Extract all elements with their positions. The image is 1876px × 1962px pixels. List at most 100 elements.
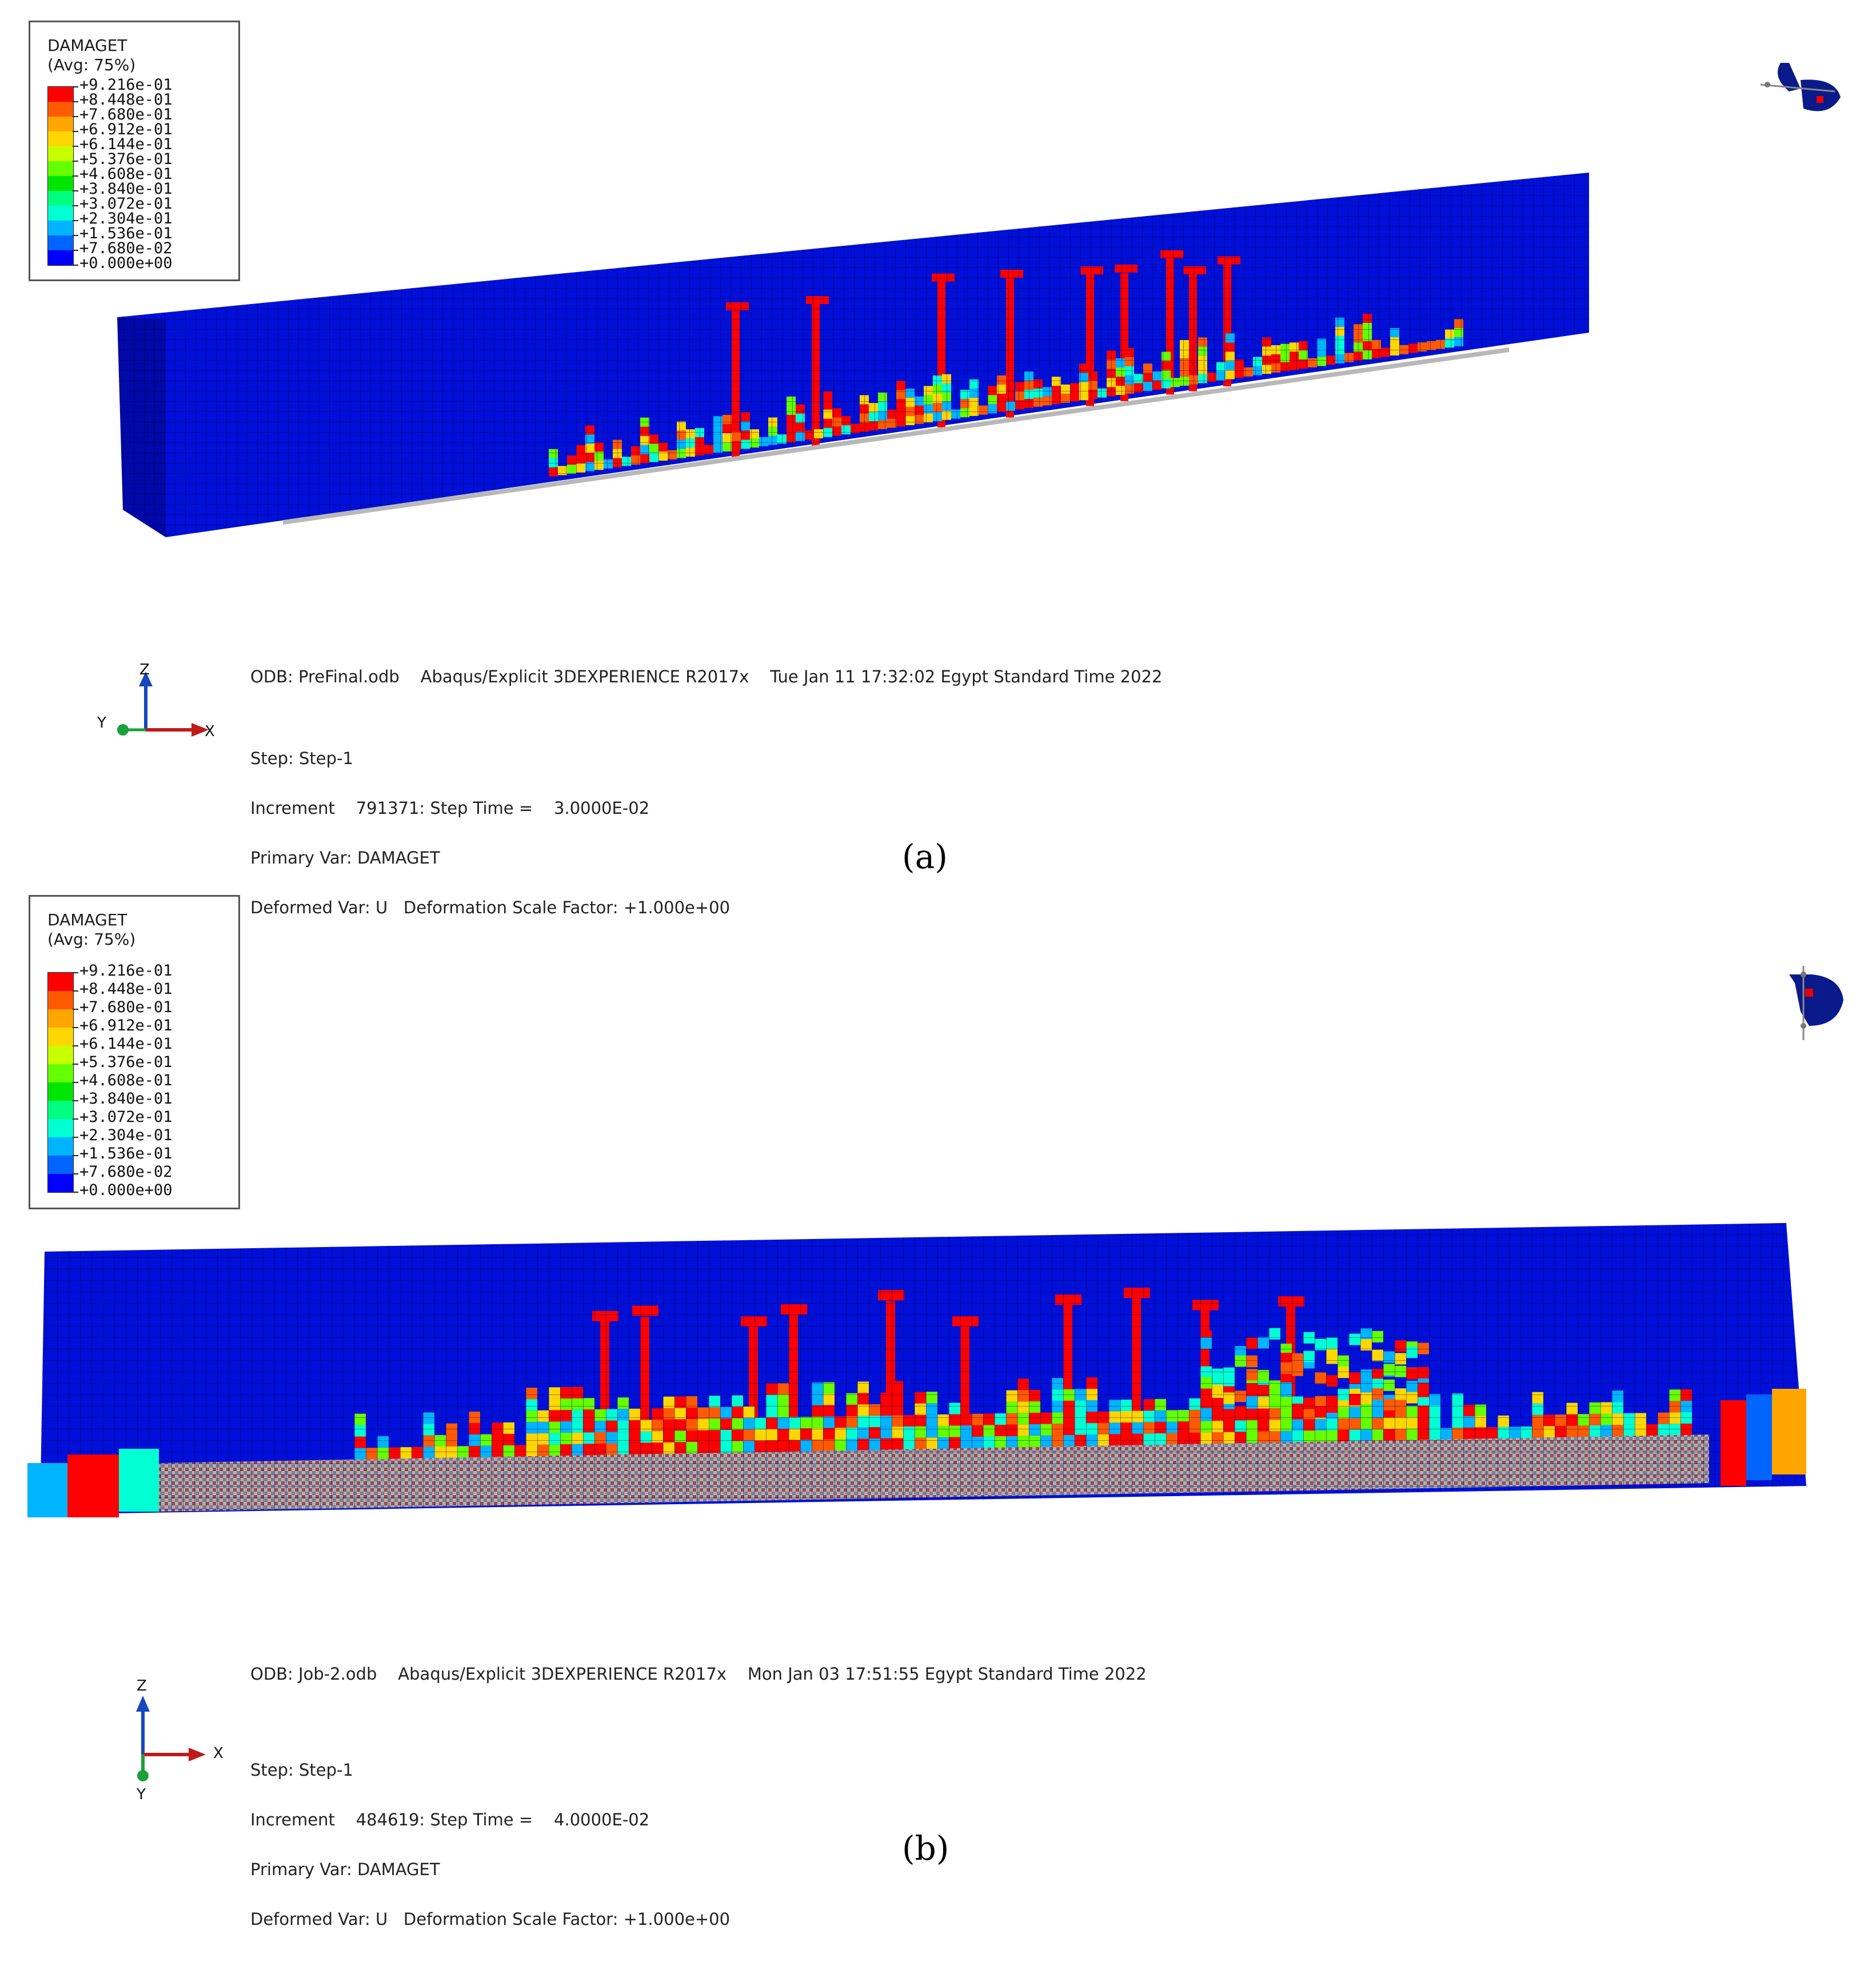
legend-level-label: +5.376e-01 bbox=[79, 150, 173, 168]
legend-level-label: +5.376e-01 bbox=[79, 1053, 173, 1071]
legend-band bbox=[48, 161, 73, 176]
damage-legend-b: DAMAGET (Avg: 75%) +9.216e-01 +8.448e-01 +… bbox=[29, 895, 240, 1209]
legend-level-label: +1.536e-01 bbox=[79, 225, 173, 242]
legend-level-label: +2.304e-01 bbox=[79, 1126, 173, 1144]
axis-label-x: X bbox=[205, 723, 215, 740]
legend-band bbox=[48, 250, 73, 265]
axis-triad-b: Z Y X bbox=[123, 1677, 237, 1809]
legend-level-label: +7.680e-02 bbox=[79, 239, 173, 257]
legend-band bbox=[48, 87, 73, 102]
increment-line: Increment 791371: Step Time = 3.0000E-02 bbox=[250, 798, 650, 818]
legend-band bbox=[48, 1156, 73, 1174]
view-cube-icon[interactable] bbox=[1778, 949, 1875, 1046]
axis-triad-a: Z Y X bbox=[91, 661, 229, 757]
legend-tick bbox=[73, 1082, 78, 1083]
panel-a: DAMAGET (Avg: 75%) +9.216e-01 +8.448e-01 +… bbox=[0, 0, 1876, 916]
legend-band bbox=[48, 1064, 73, 1082]
legend-tick bbox=[73, 1009, 78, 1010]
legend-tick bbox=[73, 235, 78, 236]
primary-var-line: Primary Var: DAMAGET bbox=[250, 1860, 440, 1879]
legend-tick bbox=[73, 1064, 78, 1065]
legend-tick bbox=[73, 1173, 78, 1174]
legend-level-label: +3.840e-01 bbox=[79, 1090, 173, 1108]
legend-level-label: +4.608e-01 bbox=[79, 1072, 173, 1089]
legend-band bbox=[48, 1119, 73, 1137]
axis-label-x: X bbox=[213, 1745, 223, 1762]
legend-tick bbox=[73, 175, 78, 177]
legend-band bbox=[48, 1009, 73, 1028]
legend-band bbox=[48, 235, 73, 250]
legend-level-label: +4.608e-01 bbox=[79, 165, 173, 183]
legend-level-label: +3.072e-01 bbox=[79, 195, 173, 213]
legend-tick bbox=[73, 86, 78, 87]
legend-level-label: +0.000e+00 bbox=[79, 1181, 173, 1199]
step-line: Step: Step-1 bbox=[250, 749, 353, 768]
legend-level-label: +6.144e-01 bbox=[79, 1035, 173, 1053]
legend-band bbox=[48, 1137, 73, 1156]
legend-level-label: +8.448e-01 bbox=[79, 91, 173, 109]
odb-info-line-a: ODB: PreFinal.odb Abaqus/Explicit 3DEXPE… bbox=[250, 667, 1163, 686]
step-info-block-a: Step: Step-1 Increment 791371: Step Time… bbox=[250, 717, 730, 949]
legend-band bbox=[48, 1101, 73, 1119]
odb-info-line-b: ODB: Job-2.odb Abaqus/Explicit 3DEXPERIE… bbox=[250, 1664, 1147, 1684]
legend-band bbox=[48, 146, 73, 161]
legend-level-label: +6.912e-01 bbox=[79, 1017, 173, 1034]
legend-tick bbox=[73, 101, 78, 102]
legend-band bbox=[48, 206, 73, 221]
legend-tick bbox=[73, 190, 78, 191]
deformed-var-line: Deformed Var: U Deformation Scale Factor… bbox=[250, 1909, 731, 1929]
legend-tick bbox=[73, 1100, 78, 1101]
panel-b: DAMAGET (Avg: 75%) +9.216e-01 +8.448e-01 +… bbox=[0, 892, 1876, 1928]
caption-b: (b) bbox=[902, 1829, 949, 1868]
legend-level-label: +7.680e-02 bbox=[79, 1163, 173, 1181]
legend-band bbox=[48, 1046, 73, 1064]
legend-level-label: +8.448e-01 bbox=[79, 980, 173, 998]
axis-label-z: Z bbox=[139, 661, 150, 678]
legend-tick bbox=[73, 116, 78, 117]
beam-contour-b bbox=[27, 1223, 1806, 1517]
primary-var-line: Primary Var: DAMAGET bbox=[250, 848, 440, 868]
legend-tick bbox=[73, 146, 78, 147]
legend-title: DAMAGET (Avg: 75%) bbox=[47, 36, 136, 74]
legend-band bbox=[48, 1028, 73, 1046]
legend-band bbox=[48, 973, 73, 991]
legend-tick bbox=[73, 1045, 78, 1046]
legend-band bbox=[48, 131, 73, 146]
legend-band bbox=[48, 176, 73, 191]
legend-level-label: +7.680e-01 bbox=[79, 998, 173, 1016]
legend-level-label: +2.304e-01 bbox=[79, 210, 173, 227]
legend-level-label: +0.000e+00 bbox=[79, 254, 173, 272]
legend-tick bbox=[73, 972, 78, 973]
legend-level-label: +6.912e-01 bbox=[79, 121, 173, 138]
legend-band bbox=[48, 102, 73, 117]
legend-tick bbox=[73, 1192, 78, 1193]
increment-line: Increment 484619: Step Time = 4.0000E-02 bbox=[250, 1810, 650, 1829]
legend-level-label: +7.680e-01 bbox=[79, 106, 173, 123]
legend-tick bbox=[73, 1137, 78, 1138]
legend-tick bbox=[73, 131, 78, 132]
legend-level-label: +3.840e-01 bbox=[79, 180, 173, 198]
legend-tick bbox=[73, 250, 78, 251]
legend-color-bar bbox=[47, 972, 74, 1193]
legend-tick bbox=[73, 220, 78, 221]
legend-level-label: +3.072e-01 bbox=[79, 1108, 173, 1126]
legend-tick bbox=[73, 205, 78, 206]
legend-band bbox=[48, 1082, 73, 1101]
legend-tick bbox=[73, 1155, 78, 1156]
legend-level-label: +9.216e-01 bbox=[79, 962, 173, 980]
view-cube-icon[interactable] bbox=[1749, 46, 1852, 126]
legend-level-label: +1.536e-01 bbox=[79, 1145, 173, 1162]
legend-tick bbox=[73, 1118, 78, 1120]
legend-tick bbox=[73, 265, 78, 266]
axis-label-y: Y bbox=[97, 714, 106, 732]
legend-tick bbox=[73, 1027, 78, 1028]
step-line: Step: Step-1 bbox=[250, 1760, 353, 1780]
caption-a: (a) bbox=[902, 837, 948, 876]
step-info-block-b: Step: Step-1 Increment 484619: Step Time… bbox=[250, 1729, 730, 1961]
legend-band bbox=[48, 191, 73, 206]
legend-tick bbox=[73, 990, 78, 992]
beam-contour-a bbox=[117, 173, 1589, 537]
legend-band bbox=[48, 221, 73, 235]
legend-band bbox=[48, 117, 73, 131]
axis-label-y: Y bbox=[137, 1786, 146, 1803]
